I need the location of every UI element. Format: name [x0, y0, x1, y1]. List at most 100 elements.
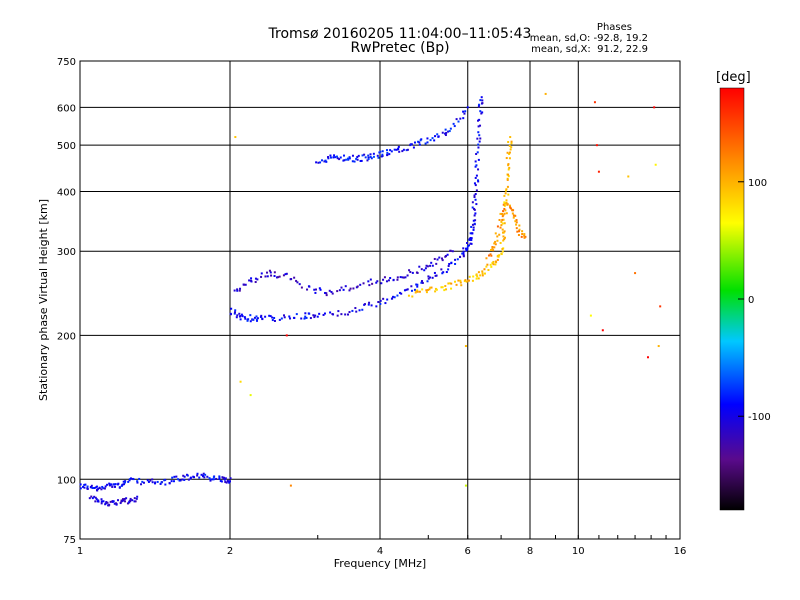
data-point [515, 219, 518, 222]
data-point [329, 154, 332, 157]
data-point [382, 278, 385, 281]
data-point [480, 96, 483, 99]
data-point [318, 312, 321, 315]
data-point [467, 244, 470, 247]
data-point [396, 294, 399, 297]
data-point [348, 156, 351, 159]
data-point [501, 250, 504, 253]
data-point [445, 288, 448, 291]
data-point [423, 269, 426, 272]
data-point [133, 497, 136, 500]
data-point [345, 158, 348, 161]
data-point [226, 479, 229, 482]
data-point [455, 118, 458, 121]
data-point [293, 316, 296, 319]
data-point [476, 137, 479, 140]
data-point [123, 481, 126, 484]
data-point [490, 265, 493, 268]
data-point [462, 255, 465, 258]
data-point [284, 273, 287, 276]
data-point [501, 215, 504, 218]
data-point [140, 483, 143, 486]
data-point [239, 315, 242, 318]
data-point [402, 148, 405, 151]
data-point [470, 237, 473, 240]
data-point [322, 313, 325, 316]
data-point [481, 270, 484, 273]
data-point [331, 292, 334, 295]
data-point [375, 305, 378, 308]
data-point [447, 268, 450, 271]
x-tick-label: 4 [377, 546, 383, 557]
data-point [472, 228, 475, 231]
data-point [353, 160, 356, 163]
data-point [393, 296, 396, 299]
data-point [93, 486, 96, 489]
data-point [376, 280, 379, 283]
data-point [124, 480, 127, 483]
data-point [507, 168, 510, 171]
data-point [125, 497, 128, 500]
data-point [503, 238, 506, 241]
data-point [367, 154, 370, 157]
data-point [319, 288, 322, 291]
data-point [108, 503, 111, 506]
data-point [168, 482, 171, 485]
data-point [202, 472, 205, 475]
data-point [410, 285, 413, 288]
data-point [457, 279, 460, 282]
data-point [464, 279, 467, 282]
data-point [303, 317, 306, 320]
data-point [459, 117, 462, 120]
data-point [477, 105, 480, 108]
data-point [503, 201, 506, 204]
colorbar-tick-label: -100 [748, 412, 771, 423]
data-point [518, 230, 521, 233]
data-point [476, 119, 479, 122]
data-point [471, 201, 474, 204]
data-point [504, 189, 507, 192]
data-point [436, 133, 439, 136]
data-point [483, 268, 486, 271]
data-point [397, 145, 400, 148]
data-point [659, 305, 662, 308]
data-point [243, 283, 246, 286]
data-point [251, 318, 254, 321]
data-point [390, 150, 393, 153]
data-point [485, 265, 488, 268]
data-point [654, 163, 657, 166]
data-point [141, 480, 144, 483]
data-point [127, 480, 130, 483]
data-point [320, 159, 323, 162]
data-point [377, 301, 380, 304]
data-point [646, 356, 649, 359]
data-point [293, 276, 296, 279]
data-point [219, 480, 222, 483]
data-point [515, 223, 518, 226]
data-point [317, 161, 320, 164]
data-point [510, 140, 513, 143]
data-point [437, 135, 440, 138]
data-point [236, 288, 239, 291]
data-point [470, 242, 473, 245]
data-point [122, 480, 125, 483]
data-point [106, 501, 109, 504]
data-point [492, 249, 495, 252]
data-point [518, 228, 521, 231]
data-point [89, 486, 92, 489]
data-point [260, 272, 263, 275]
data-point [509, 136, 512, 139]
data-point [189, 477, 192, 480]
data-point [186, 474, 189, 477]
data-point [196, 472, 199, 475]
data-point [510, 146, 513, 149]
data-point [369, 278, 372, 281]
data-point [454, 258, 457, 261]
data-point [254, 281, 257, 284]
data-point [483, 272, 486, 275]
data-point [360, 159, 363, 162]
data-point [368, 301, 371, 304]
data-point [95, 485, 98, 488]
data-point [277, 276, 280, 279]
data-point [502, 239, 505, 242]
